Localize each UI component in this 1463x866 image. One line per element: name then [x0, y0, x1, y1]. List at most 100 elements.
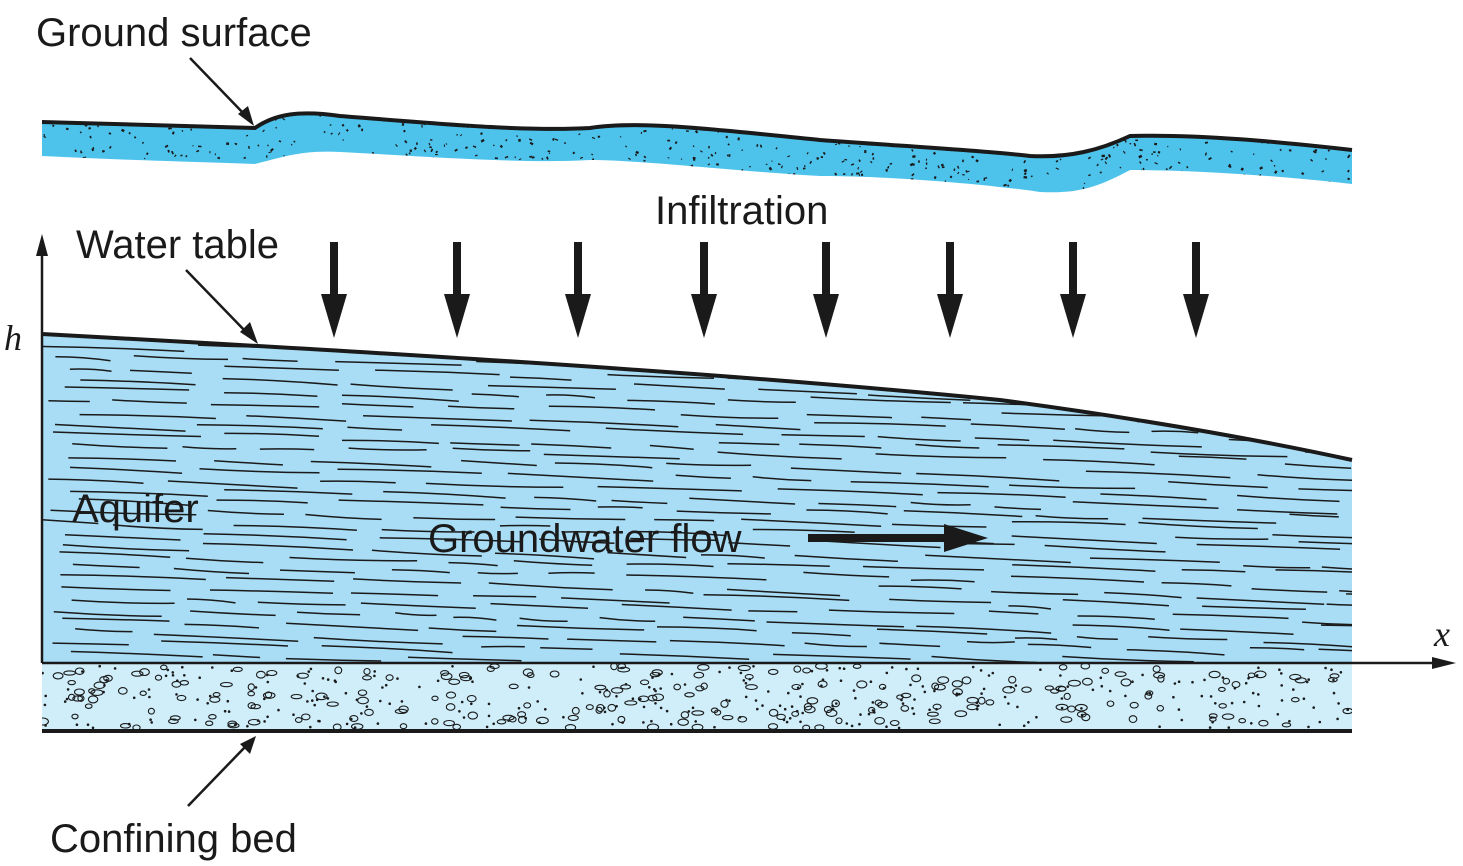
ground-speckle	[944, 132, 948, 135]
bed-pebble	[1218, 686, 1226, 692]
aquifer-streak	[1339, 590, 1352, 598]
ground-speckle	[192, 145, 194, 147]
bed-pebble	[647, 694, 658, 702]
aquifer-streak	[910, 501, 971, 506]
ground-speckle	[345, 128, 349, 132]
bed-pebble	[522, 668, 534, 677]
ground-speckle	[480, 132, 483, 136]
bed-pebble	[1294, 677, 1307, 684]
ground-speckle	[348, 166, 351, 169]
ground-speckle	[898, 135, 901, 137]
bed-pebble	[937, 676, 950, 684]
bed-pebble	[262, 697, 266, 701]
ground-speckle	[834, 143, 838, 146]
ground-speckle	[490, 169, 493, 171]
ground-speckle	[822, 151, 826, 155]
water-table-label: Water table	[76, 223, 279, 267]
ground-speckle	[789, 114, 792, 117]
bed-pebble	[75, 723, 79, 727]
aquifer-streak	[548, 571, 595, 574]
ground-speckle	[727, 143, 730, 146]
aquifer-streak	[60, 574, 206, 581]
ground-speckle	[1101, 108, 1104, 111]
ground-speckle	[1167, 145, 1169, 148]
ground-speckle	[875, 191, 878, 193]
ground-speckle	[704, 107, 707, 110]
ground-speckle	[1218, 130, 1221, 133]
ground-speckle	[128, 114, 131, 118]
bed-pebble	[1055, 703, 1069, 711]
ground-speckle	[840, 114, 844, 117]
aquifer-streak	[669, 639, 785, 647]
aquifer-texture	[42, 344, 1352, 663]
ground-speckle	[958, 123, 961, 126]
bed-pebble	[796, 686, 800, 690]
bed-pebble	[154, 674, 163, 681]
ground-speckle	[413, 146, 417, 151]
ground-speckle	[124, 176, 127, 179]
ground-speckle	[619, 135, 622, 138]
ground-speckle	[910, 178, 913, 181]
ground-speckle	[708, 145, 710, 149]
ground-speckle	[908, 115, 912, 118]
bed-pebble	[301, 713, 311, 721]
aquifer-streak	[48, 478, 144, 484]
ground-speckle	[716, 163, 719, 166]
ground-speckle	[1154, 142, 1158, 146]
ground-speckle	[394, 113, 398, 116]
ground-speckle	[995, 186, 998, 189]
ground-speckle	[371, 187, 374, 191]
ground-speckle	[1080, 195, 1082, 197]
ground-speckle	[1215, 190, 1219, 193]
aquifer-streak	[561, 597, 670, 604]
ground-speckle	[940, 163, 944, 167]
aquifer-streak	[1127, 362, 1199, 369]
aquifer-streak	[828, 609, 955, 615]
aquifer-streak	[167, 480, 298, 489]
ground-speckle	[1229, 115, 1233, 118]
arrow-down-icon	[565, 242, 591, 338]
bed-pebble	[1307, 725, 1310, 729]
ground-speckle	[248, 186, 252, 190]
ground-speckle	[1174, 181, 1176, 183]
ground-speckle	[1184, 176, 1189, 180]
ground-speckle	[981, 186, 986, 190]
ground-speckle	[620, 163, 624, 167]
ground-speckle	[818, 179, 820, 182]
bed-pebble	[1230, 701, 1234, 705]
ground-speckle	[769, 115, 773, 119]
aquifer-streak	[350, 383, 453, 391]
bed-pebble	[139, 690, 147, 697]
bed-pebble	[399, 723, 408, 730]
aquifer-streak	[567, 638, 657, 643]
ground-speckle	[42, 160, 43, 165]
aquifer-streak	[806, 509, 888, 515]
aquifer-streak	[1151, 430, 1199, 434]
bed-pebble	[1222, 677, 1231, 685]
bed-pebble	[313, 703, 317, 707]
bed-pebble	[710, 707, 719, 714]
bed-pebble	[1145, 692, 1148, 695]
bed-pebble	[1257, 693, 1260, 696]
aquifer-streak	[212, 653, 261, 659]
aquifer-streak	[903, 510, 1023, 518]
ground-speckle	[454, 148, 458, 152]
aquifer-streak	[1140, 394, 1193, 398]
ground-speckle	[848, 187, 851, 191]
ground-speckle	[409, 149, 412, 152]
aquifer-streak	[487, 384, 616, 390]
ground-speckle	[548, 152, 551, 154]
ground-speckle	[285, 159, 288, 162]
bed-pebble	[467, 711, 479, 720]
bed-pebble	[524, 716, 528, 720]
ground-speckle	[643, 129, 647, 133]
ground-speckle	[110, 108, 113, 111]
bed-pebble	[755, 707, 759, 711]
ground-speckle	[595, 110, 597, 112]
bed-pebble	[1074, 703, 1088, 712]
ground-speckle	[1107, 154, 1112, 158]
ground-speckle	[420, 162, 423, 165]
aquifer-streak	[381, 528, 475, 533]
bed-pebble	[802, 667, 812, 674]
aquifer-streak	[966, 640, 1015, 644]
